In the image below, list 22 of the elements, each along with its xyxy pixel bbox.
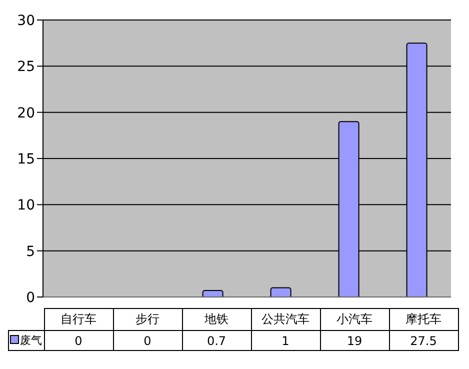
data-label: 1 bbox=[251, 330, 320, 350]
x-tick-label: 自行车 bbox=[44, 308, 113, 330]
bar bbox=[270, 287, 292, 297]
data-label: 0 bbox=[113, 330, 182, 350]
y-tick-label: 10 bbox=[17, 198, 35, 214]
data-label: 19 bbox=[320, 330, 389, 350]
legend-label: 废气 bbox=[8, 330, 44, 350]
bar bbox=[202, 290, 224, 297]
y-tick-label: 5 bbox=[26, 244, 35, 260]
x-tick-label: 摩托车 bbox=[389, 308, 458, 330]
x-tick-label: 地铁 bbox=[182, 308, 251, 330]
x-tick-label: 步行 bbox=[113, 308, 182, 330]
y-tick-label: 25 bbox=[17, 59, 35, 76]
x-tick-label: 小汽车 bbox=[320, 308, 389, 330]
data-label: 27.5 bbox=[389, 330, 458, 350]
y-tick-label: 20 bbox=[17, 105, 35, 122]
y-tick-label: 15 bbox=[17, 151, 35, 168]
y-tick-label: 30 bbox=[17, 12, 35, 29]
x-tick-label: 公共汽车 bbox=[251, 308, 320, 330]
y-tick-label: 0 bbox=[26, 290, 35, 306]
data-label: 0.7 bbox=[182, 330, 251, 350]
data-label: 0 bbox=[44, 330, 113, 350]
